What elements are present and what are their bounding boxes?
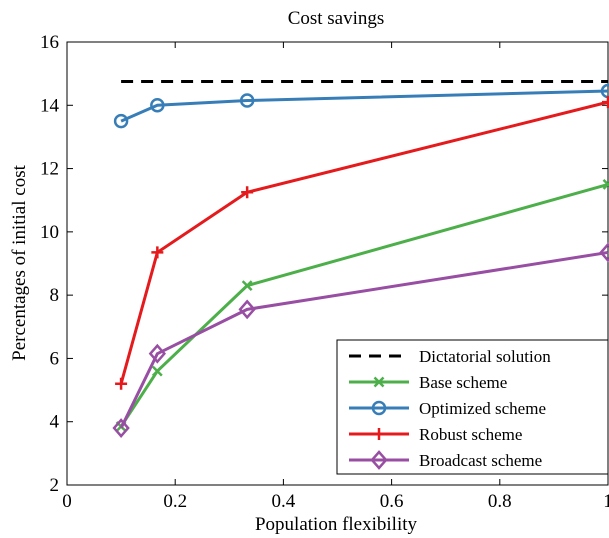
- marker-plus: [602, 96, 609, 109]
- y-tick-label: 6: [50, 348, 60, 369]
- legend-entry: Dictatorial solution: [349, 347, 551, 366]
- marker-plus: [373, 428, 385, 440]
- legend-label: Robust scheme: [419, 425, 522, 444]
- marker-circle: [113, 113, 129, 129]
- marker-plus: [151, 246, 164, 259]
- marker-x: [241, 280, 253, 292]
- legend: Dictatorial solution Base scheme Optimized…: [336, 339, 609, 475]
- x-tick-label: 0.6: [380, 491, 404, 512]
- series-line: [119, 100, 609, 385]
- marker-x: [151, 365, 163, 377]
- marker-diamond: [148, 343, 167, 364]
- y-tick-label: 12: [40, 159, 59, 180]
- x-tick-label: 0.2: [163, 491, 187, 512]
- series-line: [119, 182, 609, 428]
- marker-diamond: [112, 418, 130, 438]
- chart-title: Cost savings: [288, 8, 385, 29]
- legend-entry: Base scheme: [349, 373, 507, 392]
- marker-plus: [115, 377, 128, 390]
- y-tick-label: 10: [40, 222, 59, 243]
- legend-entry: Robust scheme: [349, 425, 522, 444]
- y-tick-label: 4: [50, 412, 60, 433]
- y-tick-label: 14: [40, 95, 60, 116]
- marker-circle: [239, 93, 255, 108]
- marker-diamond: [238, 299, 256, 320]
- x-tick-label: 0.4: [272, 491, 296, 512]
- marker-diamond: [370, 450, 388, 470]
- y-tick-label: 8: [50, 285, 60, 306]
- legend-entry: Broadcast scheme: [349, 450, 542, 470]
- marker-plus: [241, 186, 254, 199]
- marker-x: [602, 179, 609, 190]
- y-tick-label: 16: [40, 32, 59, 53]
- legend-label: Dictatorial solution: [419, 347, 551, 366]
- x-tick-label: 0.8: [488, 491, 512, 512]
- marker-x: [373, 376, 385, 388]
- marker-circle: [150, 98, 165, 113]
- y-tick-label: 2: [50, 475, 60, 496]
- y-axis-label: Percentages of initial cost: [9, 164, 30, 360]
- series-layer: [112, 80, 609, 438]
- x-tick-label: 0: [62, 491, 72, 512]
- marker-circle: [371, 400, 387, 416]
- marker-diamond: [599, 242, 609, 263]
- series-broadcast-scheme: [112, 242, 609, 438]
- plot-area: [66, 41, 609, 486]
- legend-label: Optimized scheme: [419, 399, 546, 418]
- x-axis-label: Population flexibility: [255, 514, 418, 535]
- legend-entry: Optimized scheme: [349, 399, 546, 418]
- legend-label: Broadcast scheme: [419, 451, 542, 470]
- legend-label: Base scheme: [419, 373, 507, 392]
- x-tick-label: 1: [603, 491, 609, 512]
- series-line: [119, 250, 609, 429]
- series-line: [120, 89, 609, 123]
- series-robust-scheme: [115, 96, 609, 390]
